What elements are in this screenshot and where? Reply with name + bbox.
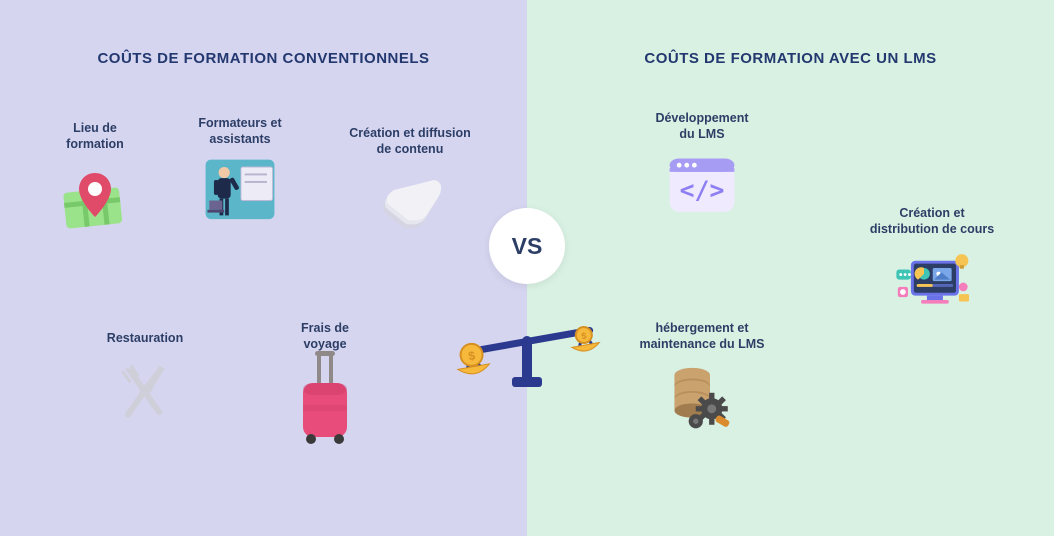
left-item-lieu: Lieu deformation: [20, 120, 170, 239]
left-item-voyage: Frais devoyage: [250, 320, 400, 439]
hosting-icon: [662, 359, 742, 439]
vs-label: VS: [512, 233, 543, 260]
left-item-contenu: Création et diffusionde contenu: [335, 125, 485, 244]
item-label: Création et diffusionde contenu: [335, 125, 485, 158]
left-title: COÛTS DE FORMATION CONVENTIONNELS: [0, 50, 527, 67]
vs-badge: VS: [489, 208, 565, 284]
right-item-dev: Développementdu LMS </>: [627, 110, 777, 229]
formateurs-icon: [200, 154, 280, 234]
right-item-cours: Création etdistribution de cours: [857, 205, 1007, 324]
restauration-icon: [105, 352, 185, 432]
right-item-hosting: hébergement etmaintenance du LMS: [627, 320, 777, 439]
balance-scale-icon: $ $: [442, 305, 612, 400]
item-label: Restauration: [70, 330, 220, 346]
item-label: Lieu deformation: [20, 120, 170, 153]
svg-text:</>: </>: [680, 175, 725, 204]
contenu-icon: [370, 164, 450, 244]
voyage-icon: [285, 359, 365, 439]
comparison-infographic: COÛTS DE FORMATION CONVENTIONNELS Lieu d…: [0, 0, 1054, 536]
right-title: COÛTS DE FORMATION AVEC UN LMS: [527, 50, 1054, 67]
item-label: Formateurs etassistants: [165, 115, 315, 148]
right-panel: COÛTS DE FORMATION AVEC UN LMS Développe…: [527, 0, 1054, 536]
cours-icon: [892, 244, 972, 324]
left-item-formateurs: Formateurs etassistants: [165, 115, 315, 234]
item-label: Développementdu LMS: [627, 110, 777, 143]
item-label: hébergement etmaintenance du LMS: [627, 320, 777, 353]
dev-icon: </>: [662, 149, 742, 229]
left-item-restauration: Restauration: [70, 330, 220, 432]
left-panel: COÛTS DE FORMATION CONVENTIONNELS Lieu d…: [0, 0, 527, 536]
lieu-icon: [55, 159, 135, 239]
